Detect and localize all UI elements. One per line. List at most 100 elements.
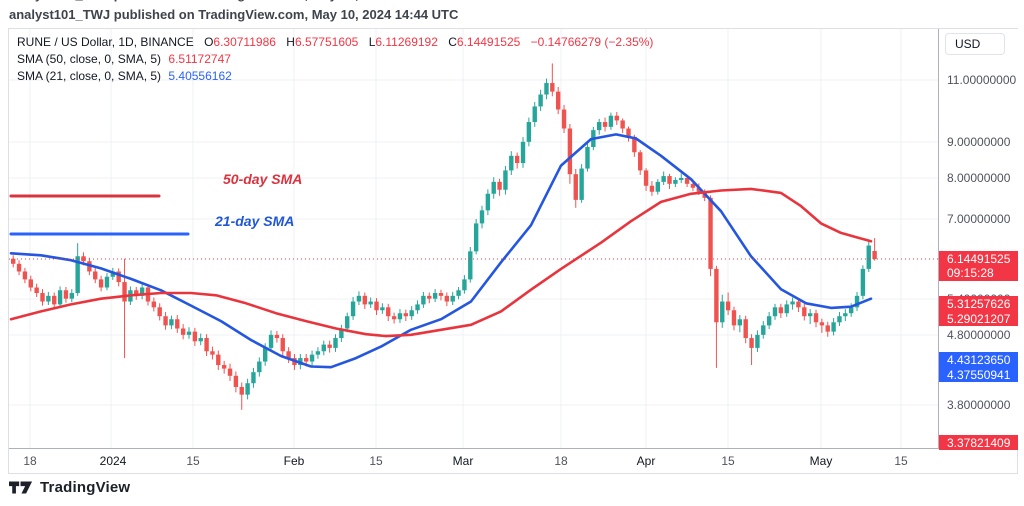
candle	[251, 367, 256, 388]
candle	[116, 268, 121, 287]
candle	[221, 360, 227, 374]
price-level-label: 4.43123650	[939, 352, 1018, 367]
candle	[151, 297, 157, 312]
candle	[825, 321, 830, 337]
price-tick-label: 11.00000000	[947, 73, 1017, 87]
candle	[362, 292, 367, 310]
candle	[350, 296, 356, 320]
price-tick-label: 9.00000000	[947, 135, 1011, 149]
price-axis[interactable]: USD 11.00000000 9.00000000 8.00000000 7.000…	[938, 29, 1018, 450]
candle	[731, 306, 737, 331]
price-label-value: 3.37821409	[947, 435, 1011, 450]
candle	[555, 87, 561, 115]
candle	[245, 378, 250, 400]
candle	[620, 118, 625, 134]
candle	[761, 321, 766, 339]
publish-byline: analyst101_TWJ published on TradingView.…	[9, 7, 459, 22]
tradingview-logo-icon	[9, 481, 33, 494]
price-level-label: 4.37550941	[939, 367, 1018, 382]
candle	[520, 137, 526, 168]
candle	[778, 303, 784, 319]
ohlc-close-value: 6.14491525	[456, 35, 521, 49]
candle	[327, 340, 332, 353]
candle	[28, 275, 33, 292]
price-tick-label: 8.00000000	[947, 171, 1011, 185]
ohlc-high-value: 6.57751605	[294, 35, 359, 49]
candle	[608, 112, 614, 130]
annotation-21day-sma-label[interactable]: 21-day SMA	[215, 213, 295, 229]
candle	[421, 291, 426, 308]
candle	[766, 312, 772, 330]
candle	[157, 303, 162, 321]
price-label-value: 4.37550941	[947, 367, 1011, 382]
candle	[561, 104, 567, 134]
ohlc-open-value: 6.30711986	[213, 35, 276, 49]
ohlc-low-label: L	[368, 35, 376, 49]
candle	[11, 255, 16, 268]
sma21-line[interactable]	[9, 133, 873, 369]
legend-symbol-row[interactable]: RUNE / US Dollar, 1D, BINANCE O6.3071198…	[17, 34, 653, 51]
candle	[192, 327, 198, 346]
candle	[403, 309, 409, 322]
candle	[462, 275, 467, 294]
sma50-line[interactable]	[9, 187, 873, 338]
candle	[175, 315, 180, 333]
candle	[819, 318, 825, 333]
chart-legend[interactable]: RUNE / US Dollar, 1D, BINANCE O6.3071198…	[17, 34, 653, 85]
candle	[93, 267, 98, 284]
time-axis[interactable]: 18 2024 15 Feb 15 Mar 18 Apr 15 May 15	[9, 448, 1017, 473]
candle	[790, 297, 795, 310]
candle	[16, 260, 22, 276]
candle	[46, 291, 51, 305]
bar-countdown: 09:15:28	[947, 266, 994, 280]
candle	[567, 123, 573, 184]
candle	[720, 294, 725, 328]
candle	[274, 331, 280, 343]
candle	[714, 265, 719, 368]
price-label-value: 6.14491525	[947, 252, 1011, 266]
legend-sma21-row[interactable]: SMA (21, close, 0, SMA, 5) 5.40556162	[17, 68, 653, 85]
candle	[813, 309, 819, 328]
price-level-label: 5.29021207	[939, 311, 1018, 326]
candle	[438, 289, 444, 301]
candle	[257, 357, 262, 377]
candle	[509, 151, 514, 175]
candlestick-chart-canvas[interactable]	[9, 29, 938, 448]
candle	[63, 286, 69, 303]
candle	[602, 117, 608, 132]
currency-usd-button[interactable]: USD	[945, 33, 1005, 55]
candle	[134, 286, 139, 300]
chart-pane[interactable]: RUNE / US Dollar, 1D, BINANCE O6.3071198…	[9, 29, 938, 448]
footer-branding[interactable]: TradingView	[9, 479, 130, 496]
time-tick-label: 18	[554, 454, 568, 468]
candle	[380, 303, 385, 314]
candle	[479, 205, 485, 229]
candle	[708, 195, 713, 277]
annotation-50day-sma-label[interactable]: 50-day SMA	[223, 171, 303, 187]
legend-sma50-row[interactable]: SMA (50, close, 0, SMA, 5) 6.51172747	[17, 51, 653, 68]
candle	[579, 164, 584, 203]
sma50-value: 6.51172747	[168, 52, 231, 66]
sma21-label: SMA (21, close, 0, SMA, 5)	[17, 69, 162, 83]
time-tick-label: 15	[894, 454, 908, 468]
candle	[163, 312, 168, 330]
candle	[585, 143, 590, 172]
candle	[456, 286, 461, 300]
candle	[755, 330, 760, 352]
candle	[356, 291, 362, 305]
candle	[321, 340, 326, 356]
candle	[233, 371, 239, 393]
candle	[227, 363, 233, 381]
candle	[409, 306, 414, 320]
annotation-lines-layer[interactable]	[9, 194, 190, 236]
candle	[40, 289, 45, 306]
candle	[626, 126, 631, 142]
candle	[473, 219, 479, 255]
candle	[614, 111, 619, 125]
candle	[503, 165, 508, 195]
candle	[204, 334, 209, 357]
time-tick-label: 18	[23, 454, 37, 468]
time-tick-label: Mar	[452, 454, 474, 468]
ohlc-high-label: H	[286, 35, 295, 49]
candle	[802, 303, 807, 321]
